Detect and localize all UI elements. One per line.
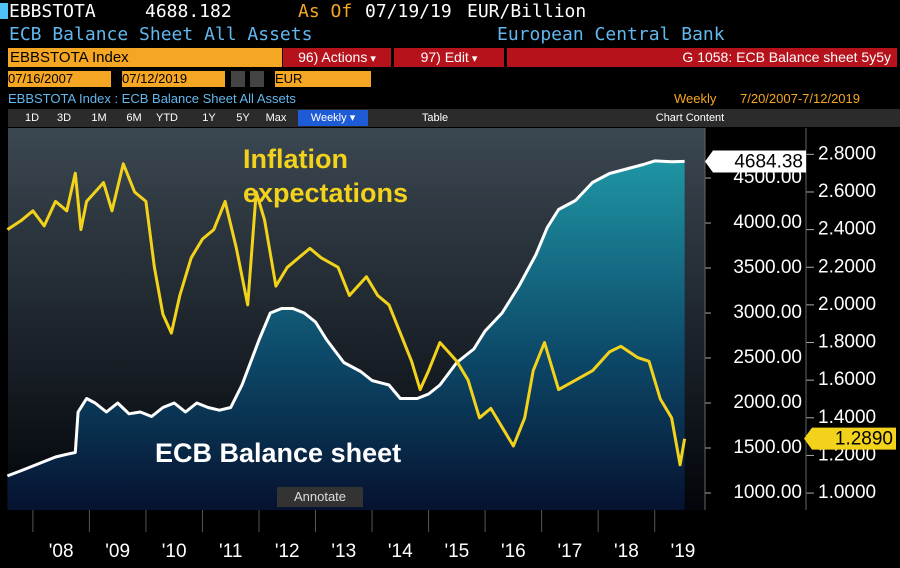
period-button[interactable]: 3D — [56, 112, 72, 124]
as-of-date: 07/19/19 — [365, 1, 452, 22]
y-tick-label: 1500.00 — [733, 437, 802, 458]
period-button[interactable]: 6M — [126, 112, 142, 124]
value-badge-label: 4684.38 — [734, 151, 803, 172]
security-field[interactable]: EBBSTOTA Index — [8, 48, 282, 67]
frequency-select[interactable]: Weekly — [298, 110, 368, 126]
toolbar — [8, 109, 900, 127]
x-tick-label: '15 — [444, 541, 469, 562]
date-range: 7/20/2007-7/12/2019 — [740, 91, 860, 106]
prev-button[interactable] — [231, 71, 245, 87]
value-badge — [705, 150, 806, 173]
x-tick-label: '16 — [501, 541, 526, 562]
graph-title: G 1058: ECB Balance sheet 5y5y — [507, 48, 897, 67]
security-name: ECB Balance Sheet All Assets — [9, 24, 313, 45]
next-button[interactable] — [250, 71, 264, 87]
y2-tick-label: 2.4000 — [818, 219, 876, 240]
x-tick-label: '17 — [558, 541, 583, 562]
x-tick-label: '12 — [275, 541, 300, 562]
y2-tick-label: 2.6000 — [818, 181, 876, 202]
series-line — [6, 159, 685, 478]
units: EUR/Billion — [467, 1, 587, 22]
annotation: ECB Balance sheet — [155, 438, 402, 468]
y2-tick-label: 1.2000 — [818, 444, 876, 465]
description: EBBSTOTA Index : ECB Balance Sheet All A… — [8, 91, 296, 106]
x-tick-label: '09 — [105, 541, 130, 562]
start-date[interactable]: 07/16/2007 — [8, 71, 111, 87]
currency[interactable]: EUR — [275, 71, 371, 87]
y2-tick-label: 1.4000 — [818, 407, 876, 428]
value-badge-label: 1.2890 — [835, 429, 893, 450]
x-tick-label: '18 — [614, 541, 639, 562]
as-of: As Of — [298, 1, 353, 22]
x-tick-label: '13 — [331, 541, 356, 562]
period-button[interactable]: YTD — [156, 112, 178, 124]
y2-tick-label: 1.0000 — [818, 482, 876, 503]
annotation: Inflation expectations — [243, 144, 409, 208]
period-button[interactable]: 1Y — [202, 112, 216, 124]
x-tick-label: '14 — [388, 541, 413, 562]
period-button[interactable]: 1D — [24, 112, 40, 124]
x-tick-label: '19 — [671, 541, 696, 562]
last-price: 4688.182 — [145, 1, 232, 22]
y-tick-label: 2000.00 — [733, 392, 802, 413]
actions-button[interactable]: 96) Actions — [283, 48, 391, 67]
y2-tick-label: 1.8000 — [818, 332, 876, 353]
y-tick-label: 4000.00 — [733, 212, 802, 233]
chart-content-button[interactable]: Chart Content — [655, 112, 725, 124]
y-tick-label: 3000.00 — [733, 302, 802, 323]
area-fill — [7, 160, 685, 510]
y2-tick-label: 1.6000 — [818, 369, 876, 390]
x-tick-label: '08 — [49, 541, 74, 562]
source: European Central Bank — [497, 24, 725, 45]
y2-tick-label: 2.0000 — [818, 294, 876, 315]
header-row: EBBSTOTA 4688.182 As Of 07/19/19 EUR/Bil… — [0, 0, 900, 22]
y2-tick-label: 2.8000 — [818, 143, 876, 164]
period-button[interactable]: 1M — [91, 112, 107, 124]
value-badge — [804, 427, 896, 450]
end-date[interactable]: 07/12/2019 — [122, 71, 225, 87]
x-tick-label: '10 — [162, 541, 187, 562]
table-button[interactable]: Table — [421, 112, 449, 124]
x-tick-label: '11 — [219, 541, 242, 562]
y-tick-label: 3500.00 — [733, 257, 802, 278]
y-tick-label: 1000.00 — [733, 482, 802, 503]
marker — [0, 3, 8, 19]
annotate-button[interactable]: Annotate — [277, 487, 363, 507]
edit-button[interactable]: 97) Edit — [394, 48, 504, 67]
period-button[interactable]: Max — [265, 112, 287, 124]
y2-tick-label: 2.2000 — [818, 256, 876, 277]
ticker: EBBSTOTA — [9, 1, 96, 22]
y-tick-label: 2500.00 — [733, 347, 802, 368]
period-button[interactable]: 5Y — [236, 112, 250, 124]
frequency: Weekly — [674, 91, 717, 106]
series-line — [6, 162, 687, 467]
